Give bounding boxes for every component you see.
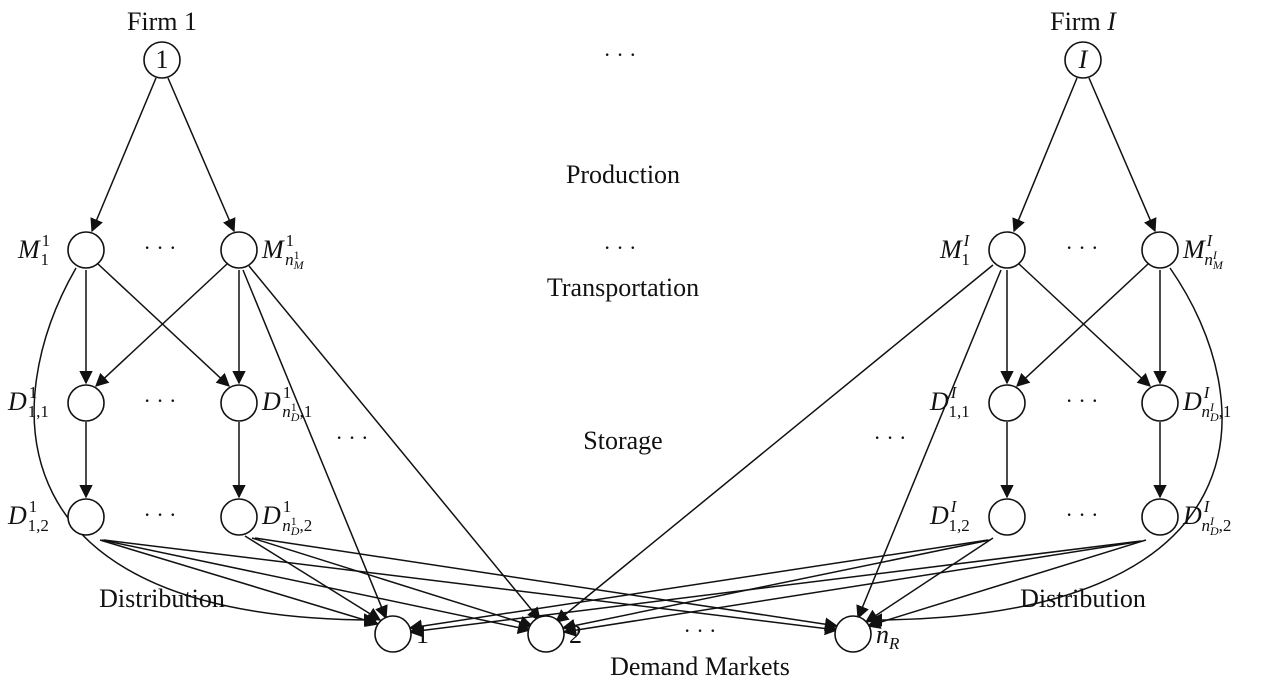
firm-1-title: Firm 1 [127,7,197,36]
node-market-nR [834,615,872,653]
stage-distribution-right-label: Distribution [1020,584,1146,613]
ellipsis-markets: · · · [684,618,717,643]
right-d21-label: D I 1,2 [929,497,970,535]
node-left-d12 [220,384,258,422]
link-r-d21-r1 [408,539,989,633]
node-right-d22 [1141,498,1179,536]
firm-1-node-label: 1 [156,45,169,74]
link-r-d21-rn [864,537,994,623]
left-d12-label: D 1 n1 D,1 [261,383,312,424]
ellipsis-left-mid: · · · [336,425,369,450]
left-m2-label: M 1 n1 M [261,231,305,272]
ellipsis-right-mid: · · · [874,425,907,450]
link-firm1-m2 [167,77,236,233]
ellipsis-right-m: · · · [1066,235,1099,260]
ellipsis-left-m: · · · [144,235,177,260]
node-firm-1 [143,41,181,79]
network-links [33,77,1223,638]
link-r-d21-r2 [561,539,991,633]
link-firmI-m2 [1088,77,1157,233]
left-d21-label: D 1 1,2 [7,497,49,535]
stage-transportation-label: Transportation [547,273,699,302]
node-right-m2 [1141,231,1179,269]
node-left-d21 [67,498,105,536]
link-l-d21-r2 [101,539,532,635]
link-l-d22-rn [254,537,839,631]
link-r-m2-d11 [1016,263,1149,387]
firm-I-node-label: I [1078,45,1089,74]
market-1-label: 1 [416,620,429,649]
link-r-m1-d12 [1018,263,1151,387]
link-r-d22-rn [866,539,1147,629]
market-nR-label: nR [876,620,900,653]
link-l-m2-r1 [242,269,388,620]
network-nodes [67,41,1179,653]
link-l-d21-r1 [99,539,380,627]
link-l-m1-d12 [97,263,230,387]
ellipsis-transport: · · · [604,235,637,260]
stage-production-label: Production [566,160,680,189]
node-right-d11 [988,384,1026,422]
link-firmI-m1 [1012,77,1078,233]
market-2-label: 2 [569,620,582,649]
node-firm-I [1064,41,1102,79]
link-r-d22-r2 [562,540,1144,637]
stage-storage-label: Storage [583,426,662,455]
demand-markets-label: Demand Markets [610,652,790,681]
node-left-d22 [220,498,258,536]
ellipsis-group: · · · · · · · · · · · · · · · · · · · · … [144,42,1099,643]
left-d22-label: D 1 n1 D,2 [261,497,312,538]
link-r-m1-rn [856,269,1002,620]
node-market-1 [374,615,412,653]
ellipsis-left-d1: · · · [144,388,177,413]
link-l-d21-rn [103,539,839,636]
node-right-d21 [988,498,1026,536]
node-left-m1 [67,231,105,269]
link-l-m1-r1-curve [33,267,378,627]
node-market-2 [527,615,565,653]
link-l-d22-r1 [244,535,382,621]
node-right-m1 [988,231,1026,269]
ellipsis-left-d2: · · · [144,502,177,527]
right-d11-label: D I 1,1 [929,383,970,421]
firm-I-title: Firm I [1050,7,1117,36]
ellipsis-firms: · · · [604,42,637,67]
link-r-m1-r2 [554,264,994,623]
link-firm1-m1 [90,77,157,233]
stage-distribution-left-label: Distribution [99,584,225,613]
link-l-m2-d11 [95,263,228,387]
link-l-m2-r2 [248,265,541,622]
link-r-m2-rn-curve [868,267,1223,627]
node-right-d12 [1141,384,1179,422]
ellipsis-right-d2: · · · [1066,502,1099,527]
ellipsis-right-d1: · · · [1066,388,1099,413]
node-left-m2 [220,231,258,269]
link-l-d22-r2 [251,537,534,629]
node-left-d11 [67,384,105,422]
left-d11-label: D 1 1,1 [7,383,49,421]
link-r-d22-r1 [408,540,1142,638]
